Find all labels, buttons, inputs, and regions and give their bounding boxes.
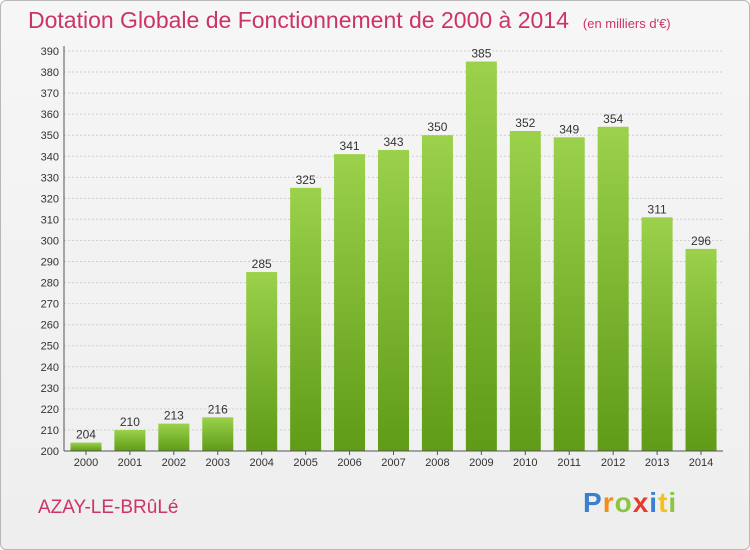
logo-letter: P: [583, 487, 603, 518]
y-tick-label: 220: [41, 404, 59, 416]
y-tick-label: 320: [41, 193, 59, 205]
x-tick-label: 2008: [425, 457, 449, 469]
y-tick-label: 310: [41, 214, 59, 226]
value-label: 311: [648, 202, 667, 216]
value-label: 213: [164, 409, 184, 423]
y-tick-label: 270: [41, 299, 59, 311]
value-label: 285: [252, 257, 272, 271]
x-tick-label: 2012: [601, 457, 625, 469]
bar-2006: [334, 154, 366, 451]
y-axis-ticks: 200 210 220 230 240 250 260 270 280 290 300 310 320 3…: [41, 46, 59, 458]
chart-title-text: Dotation Globale de Fonctionnement de 20…: [28, 7, 569, 33]
bar-2014: [685, 248, 717, 451]
bar-2012: [597, 126, 629, 451]
y-tick-label: 260: [41, 320, 59, 332]
y-tick-label: 350: [41, 130, 59, 142]
chart-unit: (en milliers d'€): [582, 16, 671, 31]
y-tick-label: 200: [41, 446, 59, 458]
bar-2009: [465, 61, 497, 452]
y-tick-label: 340: [41, 151, 59, 163]
y-tick-label: 230: [41, 383, 59, 395]
value-label: 210: [120, 415, 140, 429]
value-label: 343: [383, 135, 403, 149]
logo-letter: t: [658, 487, 669, 518]
x-tick-label: 2014: [689, 457, 713, 469]
y-tick-label: 240: [41, 362, 59, 374]
logo-letter: x: [632, 487, 650, 518]
x-tick-label: 2009: [469, 457, 493, 469]
value-label: 349: [559, 122, 579, 136]
x-tick-label: 2001: [118, 457, 142, 469]
value-labels: 204 210 213 216 285 325 341 343 350 385 352 349 354 3…: [76, 47, 711, 442]
x-tick-label: 2002: [162, 457, 186, 469]
commune-name: AZAY-LE-BRûLé: [38, 497, 179, 518]
value-label: 216: [208, 402, 228, 416]
y-tick-label: 300: [41, 235, 59, 247]
y-tick-label: 370: [41, 88, 59, 100]
bar-2002: [158, 423, 190, 451]
y-tick-label: 390: [41, 46, 59, 58]
x-tick-label: 2003: [206, 457, 230, 469]
bar-2007: [378, 149, 409, 451]
bar-2005: [290, 187, 322, 451]
bar-2011: [553, 137, 585, 451]
x-axis-ticks: 2000 2001 2002 2003 2004 2005 2006 2007 2008 2009…: [74, 451, 713, 469]
y-tick-label: 330: [41, 172, 59, 184]
chart-title: Dotation Globale de Fonctionnement de 20…: [28, 7, 671, 34]
x-tick-label: 2006: [337, 457, 361, 469]
bar-2000: [70, 442, 102, 451]
logo-letter: i: [649, 487, 659, 518]
value-label: 204: [76, 428, 96, 442]
bar-2003: [202, 417, 234, 451]
bar-2010: [509, 131, 541, 451]
logo-letter: r: [602, 487, 615, 518]
value-label: 352: [515, 116, 535, 130]
y-tick-label: 280: [41, 278, 59, 290]
x-tick-label: 2011: [557, 457, 581, 469]
x-tick-label: 2000: [74, 457, 98, 469]
x-tick-label: 2010: [513, 457, 537, 469]
y-tick-label: 380: [41, 67, 59, 79]
value-label: 296: [691, 234, 711, 248]
value-label: 385: [471, 47, 491, 61]
axes: [63, 46, 723, 452]
value-label: 341: [340, 139, 360, 153]
y-tick-label: 360: [41, 109, 59, 121]
y-tick-label: 210: [41, 425, 59, 437]
value-label: 354: [603, 112, 623, 126]
bar-2001: [114, 429, 146, 451]
y-tick-label: 250: [41, 341, 59, 353]
value-label: 325: [296, 173, 316, 187]
x-tick-label: 2013: [645, 457, 669, 469]
value-label: 350: [427, 120, 447, 134]
x-tick-label: 2005: [293, 457, 317, 469]
bar-2004: [246, 272, 278, 451]
bar-2013: [641, 217, 673, 451]
logo-letter: i: [668, 487, 678, 518]
logo-letter: o: [614, 487, 633, 518]
proxiti-logo: Proxiti: [583, 487, 677, 519]
x-tick-label: 2007: [381, 457, 405, 469]
x-tick-label: 2004: [249, 457, 273, 469]
bars: [70, 61, 717, 452]
y-tick-label: 290: [41, 257, 59, 269]
bar-2008: [421, 135, 453, 452]
